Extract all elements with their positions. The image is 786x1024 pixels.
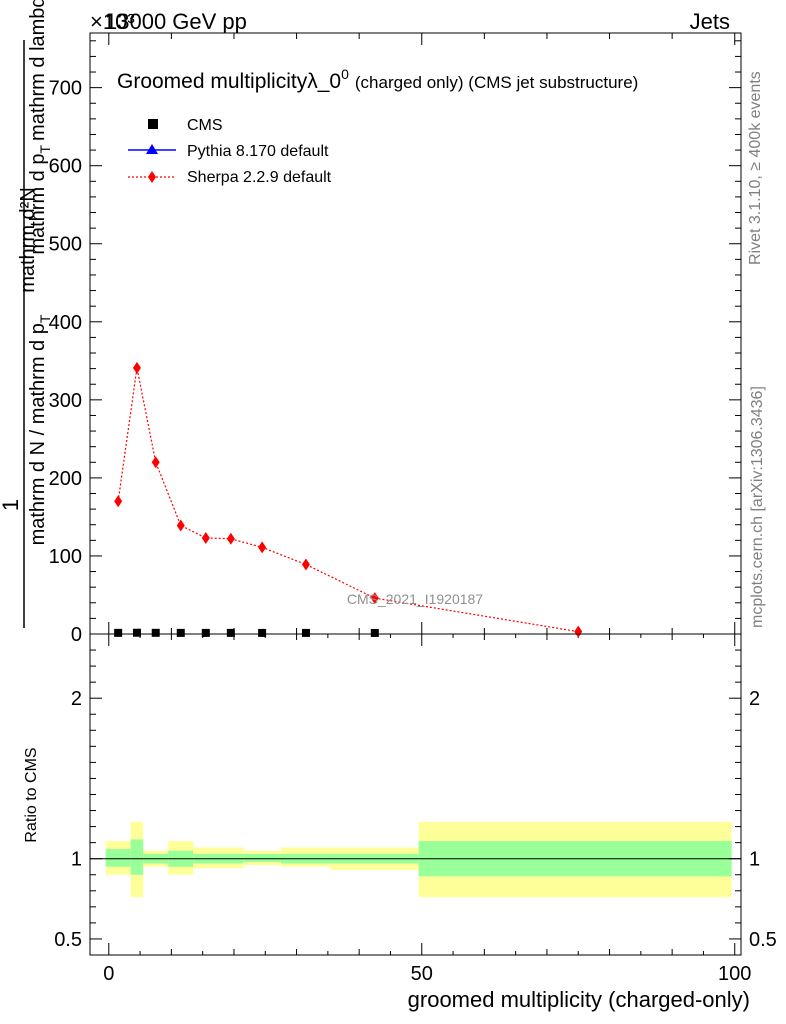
x-axis-label: groomed multiplicity (charged-only) — [408, 987, 750, 1012]
legend-sherpa-marker — [148, 171, 156, 183]
ratio-band-inner-1 — [130, 839, 144, 875]
sherpa-line — [117, 367, 579, 633]
sherpa-point — [201, 531, 210, 544]
y-label-denominator-2: mathrm d pTmathrm d lambda — [27, 0, 53, 255]
ratio-tick-label: 1 — [71, 849, 82, 871]
y-axis-label: 1 mathrm d N / mathrm d pT mathrm d²N ma… — [0, 0, 53, 628]
legend-cms-label: CMS — [187, 117, 223, 134]
sherpa-point — [226, 532, 235, 545]
ratio-plot-frame — [89, 633, 742, 956]
main-axis-ticks: 0 100 200 300 400 500 600 700 — [49, 33, 741, 646]
y-label-numerator-1: 1 — [0, 499, 23, 511]
ratio-y-label: Ratio to CMS — [23, 747, 40, 842]
y-label-numerator-2: mathrm d²N — [17, 187, 39, 293]
y-tick-label: 100 — [49, 546, 82, 568]
legend-sherpa-label: Sherpa 2.2.9 default — [187, 169, 332, 186]
ratio-axis-ticks: 0.5 0.5 1 1 2 2 0 50 100 — [54, 634, 777, 985]
x-tick-label: 0 — [103, 963, 114, 985]
cms-point — [132, 628, 141, 637]
cms-point — [176, 628, 185, 637]
legend-cms-marker — [148, 119, 158, 129]
legend-pythia-label: Pythia 8.170 default — [187, 143, 329, 160]
sherpa-point — [132, 361, 141, 374]
ratio-band-inner-0 — [105, 849, 131, 867]
sherpa-point — [301, 558, 310, 571]
ratio-tick-label-right: 0.5 — [749, 929, 777, 951]
y-tick-label: 400 — [49, 312, 82, 334]
plot-title-suffix: (charged only) (CMS jet substructure) — [355, 73, 638, 92]
y-label-denominator-1: mathrm d N / mathrm d pT — [27, 314, 53, 545]
y-tick-label: 700 — [49, 78, 82, 100]
cms-point — [201, 628, 210, 637]
plot-title-main: Groomed multiplicity — [117, 70, 308, 93]
plot-title-lambda: λ_0 — [307, 70, 341, 93]
cms-point — [226, 628, 235, 637]
mcplots-label: mcplots.cern.ch [arXiv:1306.3436] — [749, 386, 766, 628]
cms-point — [114, 628, 123, 637]
legend-pythia-marker — [146, 144, 158, 154]
plot-title: Groomed multiplicityλ_00 (charged only) (… — [117, 66, 638, 93]
sherpa-point — [258, 541, 267, 554]
sherpa-point — [176, 519, 185, 532]
cms-point — [258, 628, 267, 637]
analysis-id-label: CMS_2021_I1920187 — [347, 591, 483, 607]
y-tick-label: 600 — [49, 156, 82, 178]
series-layer — [114, 361, 583, 638]
y-tick-label: 0 — [71, 624, 82, 646]
plot-title-sup: 0 — [341, 66, 349, 82]
y-tick-label: 200 — [49, 468, 82, 490]
sherpa-point — [574, 625, 583, 638]
y-tick-label: 300 — [49, 390, 82, 412]
ratio-band-inner-5 — [243, 853, 281, 862]
process-label: Jets — [690, 9, 730, 34]
legend: CMS Pythia 8.170 default Sherpa 2.2.9 de… — [128, 117, 332, 186]
ratio-tick-label-right: 1 — [749, 849, 760, 871]
ratio-tick-label: 2 — [71, 688, 82, 710]
x-tick-label: 50 — [411, 963, 433, 985]
sherpa-point — [114, 495, 123, 508]
cms-point — [370, 628, 379, 637]
sherpa-point — [151, 456, 160, 469]
cms-point — [151, 628, 160, 637]
cms-point — [301, 628, 310, 637]
ratio-tick-label-right: 2 — [749, 688, 760, 710]
sherpa-point — [370, 592, 379, 605]
ratio-bands — [90, 821, 741, 898]
exponent-label: ×10³ — [90, 9, 135, 34]
y-tick-label: 500 — [49, 234, 82, 256]
energy-label: 13000 GeV pp — [105, 9, 247, 34]
rivet-version-label: Rivet 3.1.10, ≥ 400k events — [747, 71, 764, 265]
ratio-tick-label: 0.5 — [54, 929, 82, 951]
x-tick-label: 100 — [718, 963, 751, 985]
